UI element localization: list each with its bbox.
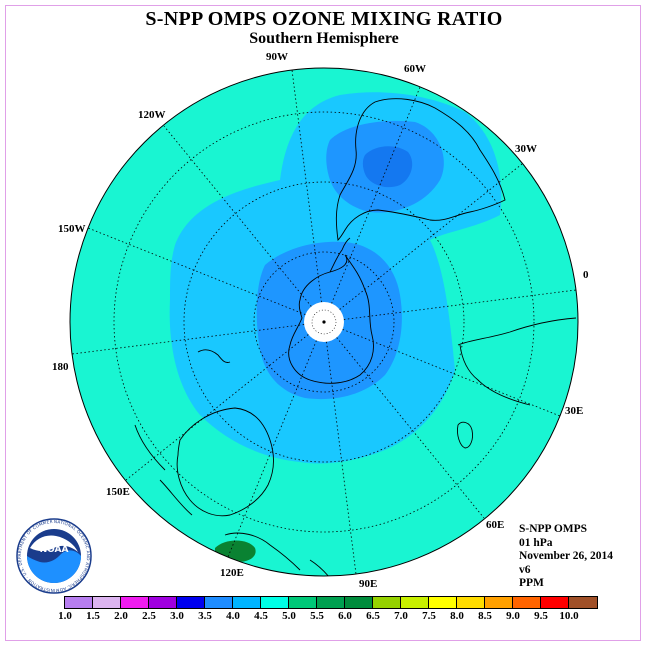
colorbar-swatch bbox=[485, 597, 513, 608]
lon-label-90w: 90W bbox=[266, 51, 288, 63]
colorbar-swatch bbox=[513, 597, 541, 608]
lon-label-120e: 120E bbox=[220, 567, 244, 579]
indonesia-coast bbox=[224, 532, 331, 576]
colorbar-swatch bbox=[289, 597, 317, 608]
africa-coast bbox=[457, 317, 577, 406]
info-date: November 26, 2014 bbox=[519, 550, 614, 563]
colorbar-swatch bbox=[317, 597, 345, 608]
lon-label-0: 0 bbox=[583, 269, 589, 281]
colorbar-label: 1.0 bbox=[58, 610, 72, 622]
colorbar-swatch bbox=[149, 597, 177, 608]
colorbar-swatch bbox=[65, 597, 93, 608]
colorbar-label: 8.5 bbox=[478, 610, 492, 622]
colorbar-swatch bbox=[233, 597, 261, 608]
colorbar-label: 3.5 bbox=[198, 610, 212, 622]
new-zealand-coast bbox=[197, 349, 231, 363]
colorbar-label: 7.0 bbox=[394, 610, 408, 622]
colorbar-label: 4.0 bbox=[226, 610, 240, 622]
colorbar-swatch bbox=[373, 597, 401, 608]
lon-label-30w: 30W bbox=[515, 143, 537, 155]
info-pressure: 01 hPa bbox=[519, 536, 553, 549]
colorbar-swatch bbox=[429, 597, 457, 608]
colorbar-swatch bbox=[569, 597, 597, 608]
longitude-labels: 0 30E 60E 90E 120E 150E 180 150W 120W 90… bbox=[52, 51, 589, 590]
south-america-coast bbox=[335, 98, 506, 241]
map-title: S-NPP OMPS OZONE MIXING RATIO bbox=[145, 8, 503, 30]
colorbar-swatch bbox=[177, 597, 205, 608]
madagascar-coast bbox=[457, 421, 473, 449]
info-instrument: S-NPP OMPS bbox=[519, 523, 588, 535]
colorbar-label: 4.5 bbox=[254, 610, 268, 622]
lon-label-180: 180 bbox=[52, 361, 69, 373]
colorbar-swatch bbox=[93, 597, 121, 608]
map-subtitle: Southern Hemisphere bbox=[249, 30, 399, 47]
colorbar-label: 7.5 bbox=[422, 610, 436, 622]
colorbar-label: 6.5 bbox=[366, 610, 380, 622]
map-border bbox=[69, 67, 579, 577]
colorbar-swatch bbox=[261, 597, 289, 608]
colorbar bbox=[64, 596, 598, 609]
colorbar-swatch bbox=[345, 597, 373, 608]
colorbar-label: 5.0 bbox=[282, 610, 296, 622]
colorbar-swatch bbox=[121, 597, 149, 608]
colorbar-swatch bbox=[541, 597, 569, 608]
noaa-logo: NOAA NATIONAL OCEANIC AND ATMOSPHERIC AD… bbox=[16, 518, 92, 594]
figure-frame bbox=[5, 5, 641, 641]
antarctica-coast bbox=[288, 254, 374, 384]
lon-label-150w: 150W bbox=[58, 223, 86, 235]
latitude-circles bbox=[113, 111, 535, 533]
colorbar-label: 2.5 bbox=[142, 610, 156, 622]
colorbar-label: 8.0 bbox=[450, 610, 464, 622]
lon-label-120w: 120W bbox=[138, 109, 166, 121]
australia-coast bbox=[176, 407, 274, 517]
lon-label-60w: 60W bbox=[404, 63, 426, 75]
coastlines bbox=[134, 98, 577, 576]
lon-label-90e: 90E bbox=[359, 578, 377, 590]
colorbar-swatch bbox=[205, 597, 233, 608]
colorbar-label: 5.5 bbox=[310, 610, 324, 622]
lon-label-30e: 30E bbox=[565, 405, 583, 417]
colorbar-swatch bbox=[401, 597, 429, 608]
info-version: v6 bbox=[519, 563, 531, 576]
antarctic-peninsula-coast bbox=[329, 237, 351, 273]
info-units: PPM bbox=[519, 577, 544, 590]
colorbar-swatch bbox=[457, 597, 485, 608]
asia-coast bbox=[134, 424, 193, 516]
colorbar-label: 9.0 bbox=[506, 610, 520, 622]
colorbar-label: 9.5 bbox=[534, 610, 548, 622]
colorbar-label: 2.0 bbox=[114, 610, 128, 622]
noaa-logo-text: NOAA bbox=[40, 545, 69, 555]
colorbar-label: 3.0 bbox=[170, 610, 184, 622]
lon-label-60e: 60E bbox=[486, 519, 504, 531]
colorbar-label: 6.0 bbox=[338, 610, 352, 622]
colorbar-label: 1.5 bbox=[86, 610, 100, 622]
contour-3-0 bbox=[362, 146, 413, 188]
map-info: S-NPP OMPS 01 hPa November 26, 2014 v6 P… bbox=[519, 523, 613, 591]
lon-label-150e: 150E bbox=[106, 486, 130, 498]
colorbar-label: 10.0 bbox=[559, 610, 579, 622]
